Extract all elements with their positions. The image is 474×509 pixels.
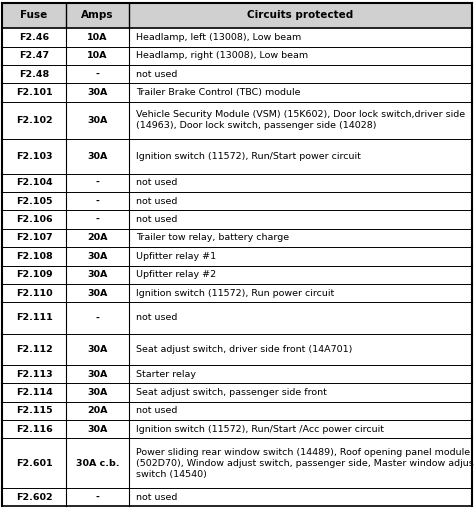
Text: F2.111: F2.111 (16, 314, 53, 322)
Text: F2.116: F2.116 (16, 425, 53, 434)
Text: Power sliding rear window switch (14489), Roof opening panel module
(502D70), Wi: Power sliding rear window switch (14489)… (136, 447, 474, 479)
Text: Seat adjust switch, driver side front (14A701): Seat adjust switch, driver side front (1… (136, 345, 352, 354)
Text: not used: not used (136, 178, 177, 187)
Text: -: - (95, 215, 100, 224)
Text: -: - (95, 493, 100, 502)
Text: not used: not used (136, 70, 177, 79)
Text: Fuse: Fuse (20, 10, 48, 20)
Text: Circuits protected: Circuits protected (247, 10, 354, 20)
Text: F2.113: F2.113 (16, 370, 52, 379)
Text: 30A: 30A (87, 388, 108, 397)
Text: -: - (95, 70, 100, 79)
Text: F2.602: F2.602 (16, 493, 52, 502)
Text: 30A: 30A (87, 345, 108, 354)
Text: F2.115: F2.115 (16, 406, 52, 415)
Text: F2.101: F2.101 (16, 88, 52, 97)
Text: 20A: 20A (87, 234, 108, 242)
Text: not used: not used (136, 314, 177, 322)
Text: Ignition switch (11572), Run power circuit: Ignition switch (11572), Run power circu… (136, 289, 334, 298)
Text: F2.47: F2.47 (19, 51, 49, 61)
Text: 30A: 30A (87, 152, 108, 161)
Text: Ignition switch (11572), Run/Start power circuit: Ignition switch (11572), Run/Start power… (136, 152, 361, 161)
Text: 30A: 30A (87, 252, 108, 261)
Text: Trailer Brake Control (TBC) module: Trailer Brake Control (TBC) module (136, 88, 301, 97)
Text: Trailer tow relay, battery charge: Trailer tow relay, battery charge (136, 234, 289, 242)
Text: F2.46: F2.46 (19, 33, 49, 42)
Text: 10A: 10A (87, 51, 108, 61)
Text: Seat adjust switch, passenger side front: Seat adjust switch, passenger side front (136, 388, 327, 397)
Text: F2.108: F2.108 (16, 252, 53, 261)
Text: -: - (95, 314, 100, 322)
Text: F2.601: F2.601 (16, 459, 52, 468)
Text: 30A: 30A (87, 370, 108, 379)
Text: 30A: 30A (87, 116, 108, 125)
Text: F2.106: F2.106 (16, 215, 52, 224)
Text: F2.114: F2.114 (16, 388, 53, 397)
Bar (2, 3, 472, 29)
Text: not used: not used (136, 493, 177, 502)
Text: F2.109: F2.109 (16, 270, 52, 279)
Text: F2.105: F2.105 (16, 196, 52, 206)
Text: 30A: 30A (87, 88, 108, 97)
Text: Upfitter relay #1: Upfitter relay #1 (136, 252, 216, 261)
Text: F2.112: F2.112 (16, 345, 53, 354)
Text: Upfitter relay #2: Upfitter relay #2 (136, 270, 216, 279)
Text: 20A: 20A (87, 406, 108, 415)
Text: F2.110: F2.110 (16, 289, 52, 298)
Text: Headlamp, left (13008), Low beam: Headlamp, left (13008), Low beam (136, 33, 301, 42)
Text: F2.103: F2.103 (16, 152, 52, 161)
Text: F2.102: F2.102 (16, 116, 52, 125)
Text: not used: not used (136, 196, 177, 206)
Text: Ignition switch (11572), Run/Start /Acc power circuit: Ignition switch (11572), Run/Start /Acc … (136, 425, 384, 434)
Text: not used: not used (136, 215, 177, 224)
Text: F2.104: F2.104 (16, 178, 52, 187)
Text: 10A: 10A (87, 33, 108, 42)
Text: F2.107: F2.107 (16, 234, 52, 242)
Text: F2.48: F2.48 (19, 70, 49, 79)
Text: 30A c.b.: 30A c.b. (76, 459, 119, 468)
Text: -: - (95, 196, 100, 206)
Text: Starter relay: Starter relay (136, 370, 196, 379)
Text: 30A: 30A (87, 270, 108, 279)
Text: 30A: 30A (87, 289, 108, 298)
Text: not used: not used (136, 406, 177, 415)
Text: Amps: Amps (81, 10, 114, 20)
Text: Vehicle Security Module (VSM) (15K602), Door lock switch,driver side
(14963), Do: Vehicle Security Module (VSM) (15K602), … (136, 110, 465, 130)
Text: -: - (95, 178, 100, 187)
Text: 30A: 30A (87, 425, 108, 434)
Text: Headlamp, right (13008), Low beam: Headlamp, right (13008), Low beam (136, 51, 308, 61)
